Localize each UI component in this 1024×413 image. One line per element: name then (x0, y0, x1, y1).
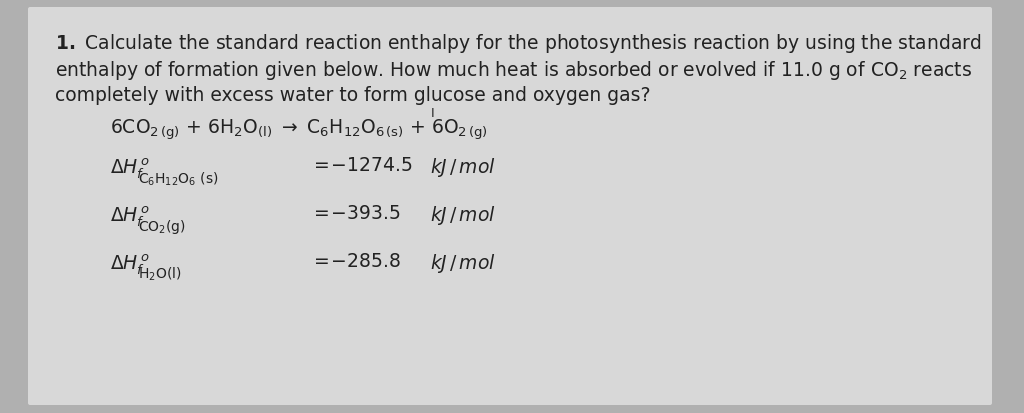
Text: $=\!\!-\!285.8$: $=\!\!-\!285.8$ (310, 252, 400, 271)
Text: $\mathrm{H_2O(l)}$: $\mathrm{H_2O(l)}$ (138, 266, 181, 283)
Text: $\mathrm{CO_2(g)}$: $\mathrm{CO_2(g)}$ (138, 218, 185, 235)
Text: enthalpy of formation given below. How much heat is absorbed or evolved if 11.0 : enthalpy of formation given below. How m… (55, 59, 972, 82)
Text: $\Delta H^{\,o}_{f}$: $\Delta H^{\,o}_{f}$ (110, 156, 150, 180)
Text: $\mathrm{6CO_{2\,(g)}}$ + $\mathrm{6H_2O_{(l)}}$ $\rightarrow$ $\mathrm{C_6H_{12: $\mathrm{6CO_{2\,(g)}}$ + $\mathrm{6H_2O… (110, 118, 487, 142)
Text: $\mathit{kJ\,/\,mol}$: $\mathit{kJ\,/\,mol}$ (430, 252, 496, 274)
Text: $=\!\!-\!393.5$: $=\!\!-\!393.5$ (310, 204, 401, 223)
Text: $=\!\!-\!1274.5$: $=\!\!-\!1274.5$ (310, 156, 413, 175)
Text: $\mathbf{1.}$ Calculate the standard reaction enthalpy for the photosynthesis re: $\mathbf{1.}$ Calculate the standard rea… (55, 32, 981, 55)
Text: $\Delta H^{\,o}_{f}$: $\Delta H^{\,o}_{f}$ (110, 252, 150, 276)
Text: $\mathit{kJ\,/\,mol}$: $\mathit{kJ\,/\,mol}$ (430, 156, 496, 178)
Text: $\Delta H^{\,o}_{f}$: $\Delta H^{\,o}_{f}$ (110, 204, 150, 228)
Text: $\mathrm{C_6H_{12}O_6}$ (s): $\mathrm{C_6H_{12}O_6}$ (s) (138, 171, 218, 188)
Text: $\mathit{kJ\,/\,mol}$: $\mathit{kJ\,/\,mol}$ (430, 204, 496, 226)
Text: $\mathrm{I}$: $\mathrm{I}$ (430, 107, 434, 120)
FancyBboxPatch shape (28, 8, 992, 405)
Text: completely with excess water to form glucose and oxygen gas?: completely with excess water to form glu… (55, 86, 650, 105)
